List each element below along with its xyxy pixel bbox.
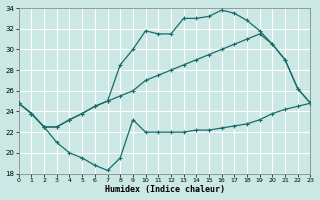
X-axis label: Humidex (Indice chaleur): Humidex (Indice chaleur) — [105, 185, 225, 194]
